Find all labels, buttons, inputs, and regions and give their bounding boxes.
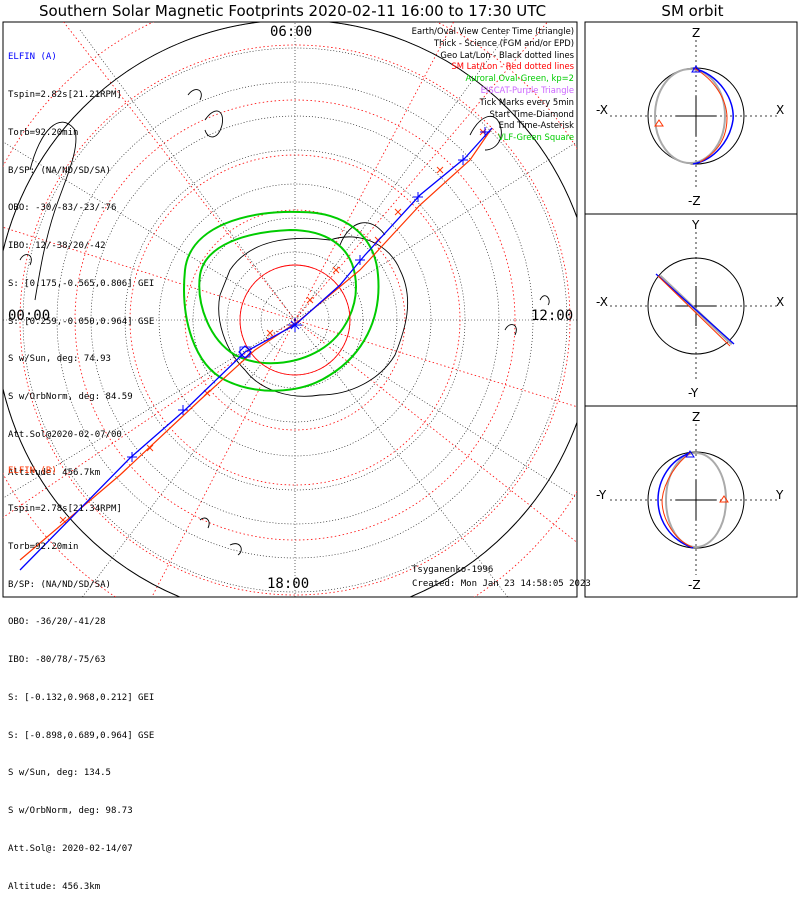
orbit-xy-top-label: Y xyxy=(692,218,700,232)
clock-label-left: 00:00 xyxy=(8,308,51,324)
legend-item: VLF-Green Square xyxy=(497,132,574,143)
orbit-xy-bottom-label: -Y xyxy=(688,386,699,400)
legend-item: End Time-Asterisk xyxy=(498,120,574,131)
clock-label-right: 12:00 xyxy=(531,308,574,324)
legend-item: SM Lat/Lon - Red dotted lines xyxy=(451,61,574,72)
orbit-xz-top-label: Z xyxy=(692,26,701,40)
orbit-yz-left-label: -Y xyxy=(596,488,607,502)
orbit-panel-xy xyxy=(610,232,780,382)
model-label: Tsyganenko-1996 xyxy=(412,565,494,575)
trace-elfin-a xyxy=(19,127,493,571)
legend-item: Auroral Oval-Green, kp=2 xyxy=(465,73,574,84)
legend-item: Tick Marks every 5min xyxy=(479,96,574,107)
created-label: Created: Mon Jan 23 14:58:05 2023 xyxy=(412,579,591,589)
elfin-a-info: ELFIN (A) Tspin=2.82s[21.21RPM] Torb=92.… xyxy=(8,52,155,478)
legend-item: EISCAT-Purple Triangle xyxy=(480,84,574,95)
geo-grid xyxy=(3,22,577,597)
orbit-panel-title: SM orbit xyxy=(661,2,724,20)
start-diamond xyxy=(238,345,252,359)
orbit-xz-left-label: -X xyxy=(596,103,608,117)
map-frame xyxy=(2,21,578,598)
elfin-a-name: ELFIN (A) xyxy=(8,52,57,63)
clock-label-top: 06:00 xyxy=(270,24,313,40)
orbit-panel-xy-frame xyxy=(584,213,798,407)
orbit-xz-right-label: X xyxy=(776,103,785,117)
legend-item: Thick - Science (FGM and/or EPD) xyxy=(433,37,574,48)
orbit-yz-top-label: Z xyxy=(692,410,701,424)
footprint-map xyxy=(2,21,798,598)
legend-item: Geo Lat/Lon - Black dotted lines xyxy=(440,49,574,60)
legend-item: Start Time-Diamond xyxy=(489,108,574,119)
legend-item: Earth/Oval View Center Time (triangle) xyxy=(411,26,574,36)
auroral-oval xyxy=(183,210,380,392)
clock-label-bottom: 18:00 xyxy=(267,576,310,592)
orbit-xz-bottom-label: -Z xyxy=(688,194,701,208)
orbit-xy-right-label: X xyxy=(776,295,785,309)
sm-pole-circle xyxy=(239,264,351,376)
page-title: Southern Solar Magnetic Footprints 2020-… xyxy=(38,2,547,20)
elfin-b-name: ELFIN (B) xyxy=(8,466,57,477)
elfin-b-info: ELFIN (B) Tspin=2.78s[21.34RPM] Torb=92.… xyxy=(8,466,155,892)
orbit-yz-bottom-label: -Z xyxy=(688,578,701,592)
orbit-panel-xz xyxy=(610,40,780,190)
orbit-panel-yz xyxy=(610,424,780,575)
orbit-yz-right-label: Y xyxy=(776,488,784,502)
orbit-xy-left-label: -X xyxy=(596,295,608,309)
orbit-panel-xz-frame xyxy=(584,21,798,215)
legend: Earth/Oval View Center Time (triangle) Th… xyxy=(412,26,574,144)
orbit-panel-yz-frame xyxy=(584,405,798,598)
